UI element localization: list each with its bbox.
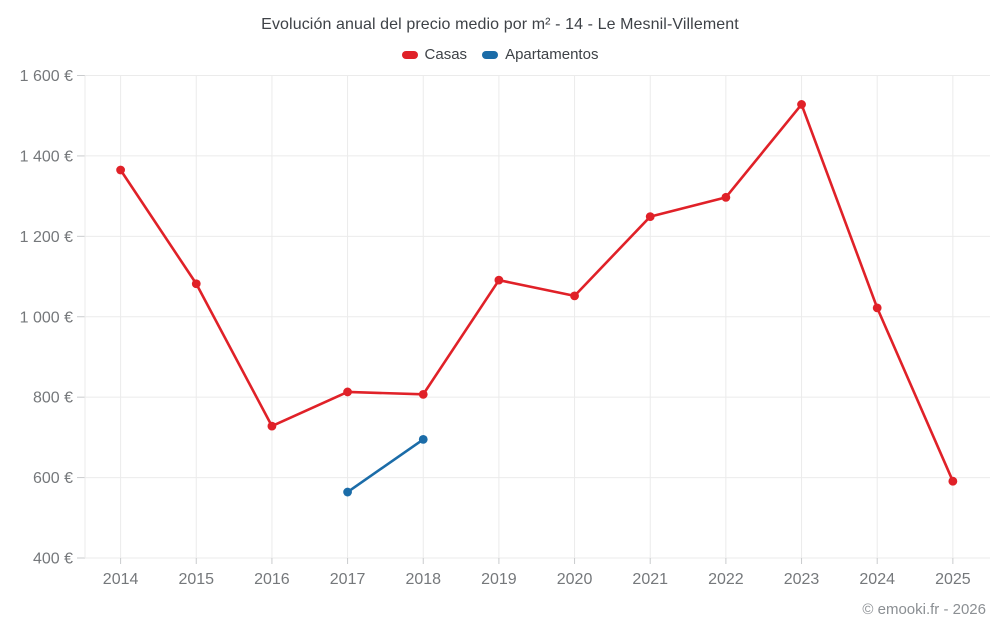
y-tick-label: 1 600 €: [20, 68, 73, 85]
data-point-casas-2014[interactable]: [116, 165, 125, 175]
x-tick-label: 2023: [784, 571, 820, 588]
data-point-casas-2017[interactable]: [343, 387, 352, 397]
data-point-casas-2020[interactable]: [570, 291, 579, 301]
legend-swatch-apartamentos: [482, 50, 499, 59]
data-point-casas-2021[interactable]: [645, 212, 655, 222]
legend-swatch-casas: [401, 50, 418, 59]
y-tick-label: 1 000 €: [20, 309, 73, 326]
x-tick-label: 2025: [935, 571, 971, 588]
x-tick-label: 2018: [405, 571, 441, 588]
x-tick-label: 2017: [330, 571, 366, 588]
x-tick-label: 2022: [708, 571, 744, 588]
legend-item-apartamentos[interactable]: Apartamentos: [482, 46, 598, 63]
data-point-apartamentos-2018[interactable]: [418, 434, 428, 444]
x-tick-label: 2020: [557, 571, 593, 588]
legend-item-casas[interactable]: Casas: [401, 46, 468, 63]
series-apartamentos-line: [346, 438, 425, 494]
chart-title: Evolución anual del precio medio por m² …: [261, 16, 739, 33]
legend-label-casas: Casas: [424, 46, 468, 63]
x-tick-label: 2014: [103, 571, 139, 588]
legend-label-apartamentos: Apartamentos: [505, 46, 599, 63]
x-tick-label: 2019: [481, 571, 517, 588]
legend: Casas Apartamentos: [0, 46, 1000, 63]
y-tick-label: 400 €: [33, 551, 73, 568]
x-tick-label: 2024: [859, 571, 895, 588]
data-point-apartamentos-2017[interactable]: [343, 487, 352, 497]
y-tick-label: 1 200 €: [20, 229, 73, 246]
data-point-casas-2025[interactable]: [948, 476, 958, 486]
attribution: © emooki.fr - 2026: [862, 601, 986, 618]
y-tick-label: 600 €: [33, 470, 73, 487]
data-point-casas-2016[interactable]: [267, 421, 277, 431]
data-point-casas-2019[interactable]: [494, 275, 504, 285]
data-point-casas-2015[interactable]: [191, 279, 201, 289]
y-tick-label: 800 €: [33, 390, 73, 407]
data-point-casas-2018[interactable]: [418, 389, 428, 399]
x-tick-label: 2021: [632, 571, 668, 588]
data-point-casas-2023[interactable]: [797, 100, 806, 109]
series-casas-line: [119, 103, 955, 483]
data-point-casas-2024[interactable]: [872, 303, 882, 313]
x-tick-label: 2015: [178, 571, 214, 588]
x-tick-label: 2016: [254, 571, 290, 588]
data-point-casas-2022[interactable]: [721, 192, 731, 202]
y-tick-label: 1 400 €: [20, 148, 73, 165]
